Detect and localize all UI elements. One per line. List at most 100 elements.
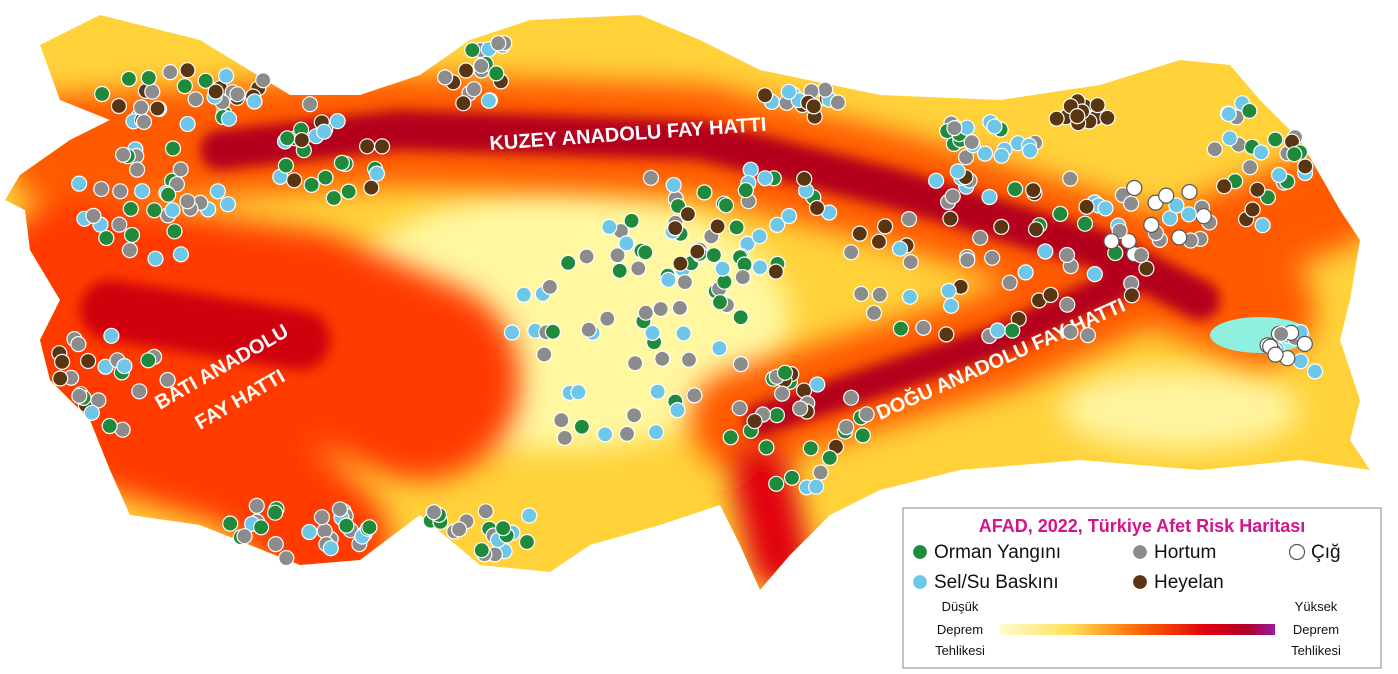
event-marker xyxy=(672,255,689,272)
event-marker xyxy=(669,402,686,419)
scale-low: Düşük xyxy=(942,599,979,614)
event-marker xyxy=(83,404,100,421)
event-marker xyxy=(902,254,919,271)
event-marker xyxy=(984,249,1001,266)
event-marker xyxy=(488,65,505,82)
event-marker xyxy=(122,200,139,217)
event-marker xyxy=(246,93,263,110)
event-marker xyxy=(817,81,834,98)
event-marker xyxy=(473,57,490,75)
event-marker xyxy=(1052,205,1069,222)
event-marker xyxy=(808,199,826,217)
event-marker xyxy=(711,340,728,357)
event-marker xyxy=(464,41,481,59)
event-marker xyxy=(900,211,918,228)
event-marker xyxy=(901,288,919,305)
event-marker xyxy=(303,176,320,193)
event-marker xyxy=(220,110,238,127)
event-marker xyxy=(959,252,976,269)
event-marker xyxy=(1122,195,1140,212)
event-marker xyxy=(689,243,706,260)
event-marker xyxy=(168,176,185,193)
event-marker xyxy=(1267,346,1284,363)
event-marker xyxy=(611,262,628,279)
event-marker xyxy=(1126,179,1143,197)
event-marker xyxy=(851,225,868,242)
event-marker xyxy=(671,299,689,316)
event-marker xyxy=(915,319,932,336)
event-marker xyxy=(796,170,813,187)
event-marker xyxy=(359,138,376,155)
event-marker xyxy=(1143,216,1160,233)
event-marker xyxy=(503,324,521,341)
event-marker xyxy=(1086,266,1103,283)
event-marker xyxy=(768,475,785,492)
event-marker xyxy=(630,260,647,277)
event-marker xyxy=(1168,197,1185,214)
event-marker xyxy=(1244,201,1261,218)
event-marker xyxy=(329,112,346,130)
event-marker xyxy=(209,183,226,200)
event-marker xyxy=(301,523,318,541)
event-marker xyxy=(1069,107,1086,125)
event-marker xyxy=(1292,353,1309,370)
event-marker xyxy=(686,387,703,404)
event-marker xyxy=(654,350,671,367)
event-marker xyxy=(229,86,246,103)
event-marker xyxy=(599,310,616,327)
event-marker xyxy=(98,229,115,247)
event-marker xyxy=(972,229,989,246)
event-marker xyxy=(1004,322,1021,339)
event-marker xyxy=(1220,105,1237,123)
event-marker xyxy=(676,274,694,291)
event-marker xyxy=(1241,102,1258,120)
event-marker xyxy=(1286,146,1303,163)
scale-high: Tehlikesi xyxy=(1291,643,1341,658)
event-marker xyxy=(1001,274,1018,291)
event-marker xyxy=(722,429,739,446)
event-marker xyxy=(601,218,618,235)
event-marker xyxy=(732,356,750,373)
event-marker xyxy=(279,130,296,147)
event-marker xyxy=(944,188,961,205)
event-marker xyxy=(93,85,111,103)
event-marker xyxy=(891,240,909,257)
event-marker xyxy=(293,132,310,149)
event-marker xyxy=(746,413,763,430)
event-marker xyxy=(679,206,697,223)
event-marker xyxy=(536,346,553,363)
event-marker xyxy=(1017,264,1034,281)
event-marker xyxy=(495,519,512,537)
event-marker xyxy=(821,449,838,466)
event-marker xyxy=(1206,141,1223,158)
event-marker xyxy=(144,83,161,100)
event-marker xyxy=(1253,144,1270,161)
event-marker xyxy=(480,92,497,109)
event-marker xyxy=(1161,210,1179,227)
event-marker xyxy=(1297,158,1314,175)
event-marker xyxy=(1042,286,1059,303)
event-marker xyxy=(361,519,378,536)
event-marker xyxy=(490,35,507,52)
event-marker xyxy=(714,260,731,277)
event-marker xyxy=(805,98,822,115)
event-marker xyxy=(1120,232,1137,250)
legend-swatch xyxy=(1288,543,1306,561)
event-marker xyxy=(769,216,786,233)
event-marker xyxy=(197,72,214,89)
event-marker xyxy=(842,389,860,406)
event-marker xyxy=(333,154,350,171)
event-marker xyxy=(644,324,661,341)
event-marker xyxy=(742,161,759,178)
event-marker xyxy=(166,223,183,240)
event-marker xyxy=(737,182,754,199)
event-marker xyxy=(437,69,454,86)
event-marker xyxy=(927,172,945,189)
legend-label: Sel/Su Baskını xyxy=(934,572,1059,593)
event-marker xyxy=(1006,181,1024,198)
event-marker xyxy=(792,400,809,417)
event-marker xyxy=(477,503,494,520)
event-marker xyxy=(164,140,182,157)
event-marker xyxy=(809,376,826,393)
